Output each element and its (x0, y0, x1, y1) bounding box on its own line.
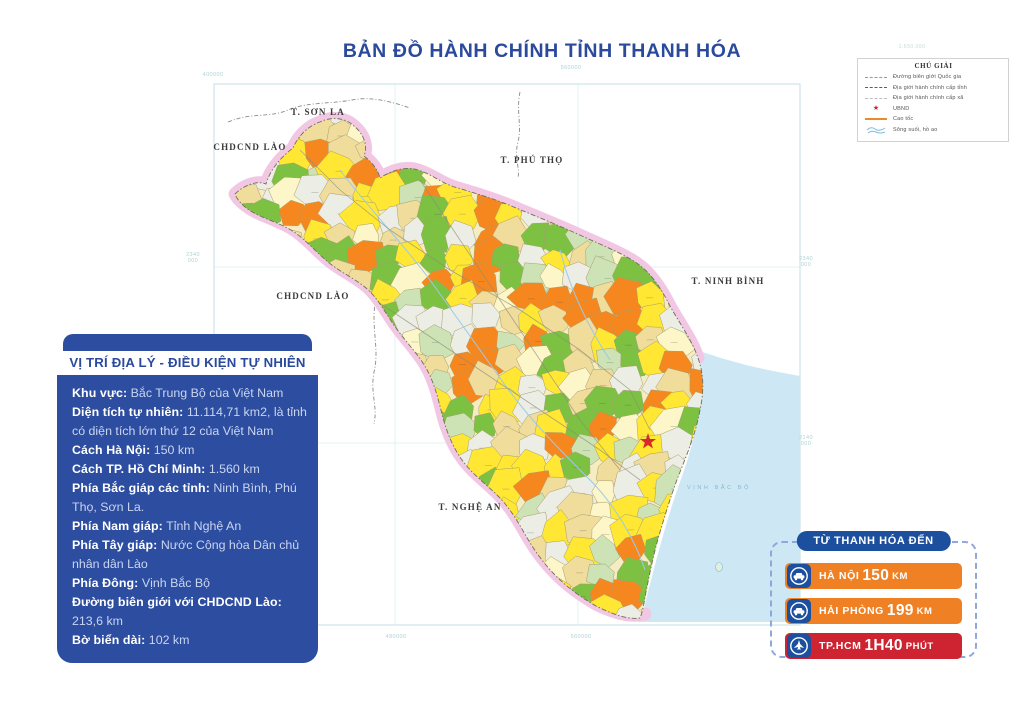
label-ninh-binh: T. NINH BÌNH (691, 276, 765, 286)
info-entry-region: Khu vực: Bắc Trung Bộ của Việt Nam (72, 386, 284, 400)
legend-item: Đường biên giới Quốc gia (865, 72, 1002, 83)
distance-panel-header: TỪ THANH HÓA ĐẾN (796, 531, 951, 551)
label-laos-west: CHDCND LÀO (276, 291, 350, 301)
legend-item: Sông suối, hồ ao (865, 125, 1002, 136)
outer-borders (227, 91, 521, 425)
car-icon (787, 599, 811, 623)
label-gulf-of-tonkin: VỊNH BẮC BỘ (686, 485, 752, 491)
star-icon: ★ (872, 105, 880, 113)
rivers (339, 169, 646, 571)
car-icon (787, 564, 811, 588)
river-icon (865, 125, 887, 135)
island (715, 562, 723, 572)
coord-right-upper: 2340 000 (799, 256, 813, 268)
roads (299, 149, 651, 481)
coord-bottom-left: 480000 (385, 634, 407, 640)
info-entry-hanoi: Cách Hà Nội: 150 km (72, 443, 195, 457)
info-entry-laos-border: Đường biên giới với CHDCND Lào: 213,6 km (72, 595, 282, 628)
distance-panel: TỪ THANH HÓA ĐẾN HÀ NỘI 150 KM HẢI PHÒNG… (770, 531, 977, 659)
coord-right-lower: 2140 000 (799, 435, 813, 447)
legend-item: Địa giới hành chính cấp tỉnh (865, 83, 1002, 94)
national-border-icon (865, 76, 887, 78)
legend-title: CHÚ GIẢI (914, 62, 953, 70)
info-panel-header: VỊ TRÍ ĐỊA LÝ - ĐIỀU KIỆN TỰ NHIÊN (57, 351, 318, 375)
legend-item: Địa giới hành chính cấp xã (865, 93, 1002, 104)
label-laos-north: CHDCND LÀO (213, 142, 287, 152)
info-entry-east: Phía Đông: Vịnh Bắc Bộ (72, 576, 211, 590)
label-nghe-an: T. NGHỆ AN (438, 502, 502, 512)
highway-icon (865, 118, 887, 121)
info-entry-area: Diện tích tự nhiên: 11.114,71 km2, là tỉ… (72, 405, 307, 438)
province-border-icon (865, 87, 887, 89)
info-panel-cap (63, 334, 312, 351)
info-entry-hcmc: Cách TP. Hồ Chí Minh: 1.560 km (72, 462, 260, 476)
legend-box: CHÚ GIẢI Đường biên giới Quốc gia Địa gi… (857, 58, 1009, 142)
info-entry-north: Phía Bắc giáp các tỉnh: Ninh Bình, Phú T… (72, 481, 297, 514)
commune-border-icon (865, 97, 887, 99)
page-title: BẢN ĐỒ HÀNH CHÍNH TỈNH THANH HÓA (342, 40, 742, 62)
ubnd-star-marker (640, 433, 656, 449)
info-entry-south: Phía Nam giáp: Tỉnh Nghệ An (72, 519, 242, 533)
label-son-la: T. SƠN LA (291, 107, 345, 117)
geography-info-panel: VỊ TRÍ ĐỊA LÝ - ĐIỀU KIỆN TỰ NHIÊN Khu v… (57, 334, 318, 663)
legend-item: Cao tốc (865, 114, 1002, 125)
legend-item: ★ UBND (865, 104, 1002, 115)
info-entry-coastline: Bờ biển dài: 102 km (72, 633, 190, 647)
coord-bottom-right: 560000 (570, 634, 592, 640)
coord-top-left: 400000 (202, 72, 224, 78)
plane-icon (787, 634, 811, 658)
coord-left: 2340 000 (186, 252, 200, 264)
scale-note: 1:650.000 (898, 44, 926, 50)
info-entry-west: Phía Tây giáp: Nước Cộng hòa Dân chủ nhâ… (72, 538, 300, 571)
coord-top-right: 560000 (560, 65, 582, 71)
info-panel-body: Khu vực: Bắc Trung Bộ của Việt Nam Diện … (57, 375, 318, 663)
route-hanoi: HÀ NỘI 150 KM (785, 563, 962, 589)
province-outline (234, 118, 704, 619)
sea-area (638, 350, 800, 622)
route-haiphong: HẢI PHÒNG 199 KM (785, 598, 962, 624)
label-phu-tho: T. PHÚ THỌ (500, 155, 564, 165)
route-hcmc: TP.HCM 1H40 PHÚT (785, 633, 962, 659)
